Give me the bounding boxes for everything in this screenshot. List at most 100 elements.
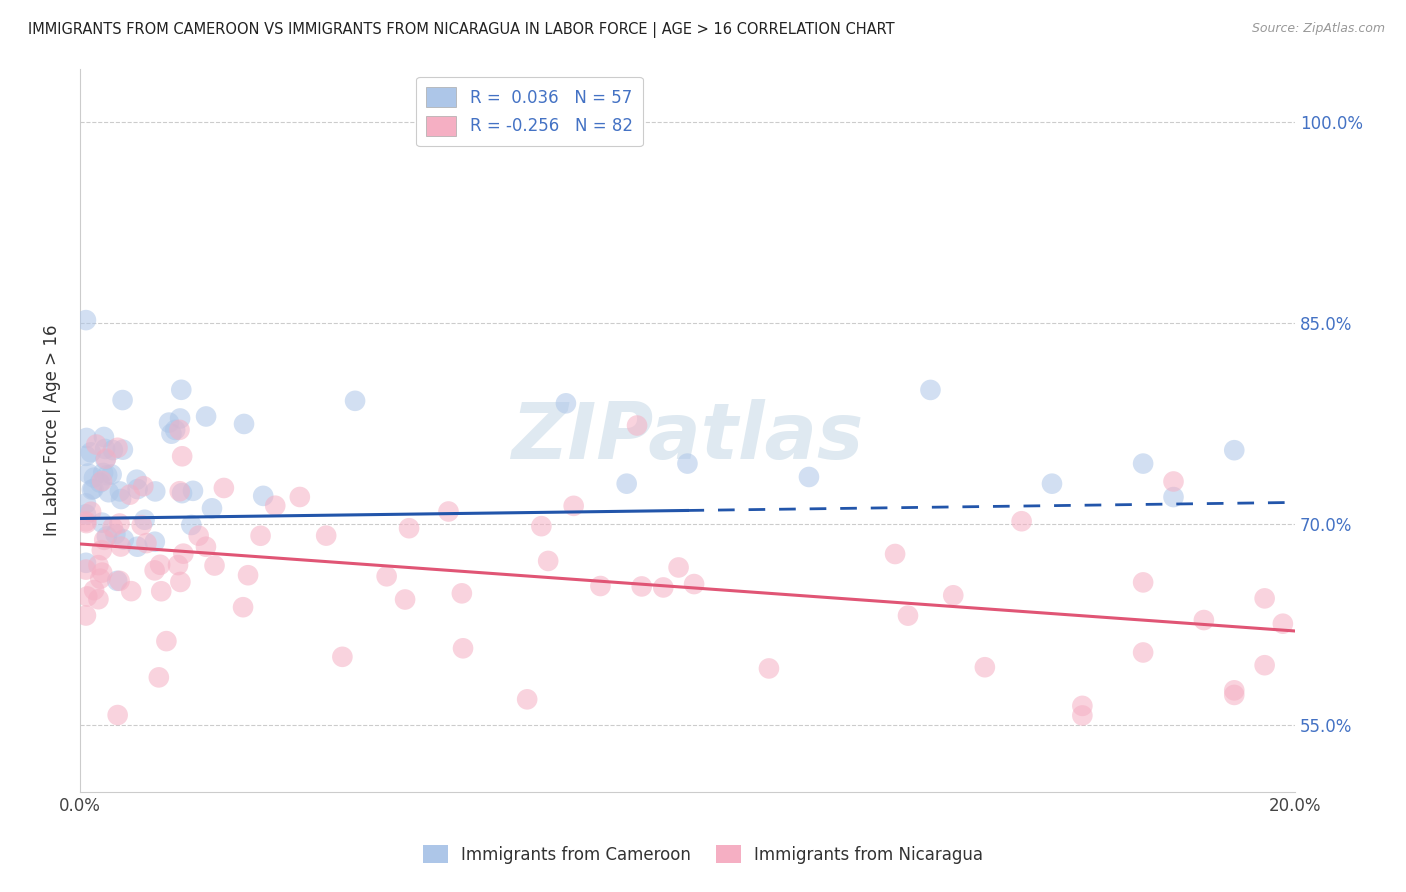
Point (187, 529, 209, 543)
Point (132, 479, 155, 493)
Point (107, 441, 129, 455)
Point (1253, 591, 1275, 606)
Point (105, 574, 128, 588)
Point (108, 484, 131, 499)
Point (236, 568, 259, 582)
Point (797, 470, 820, 484)
Point (75, 496, 97, 510)
Point (626, 418, 648, 433)
Point (157, 416, 180, 430)
Point (143, 484, 166, 499)
Point (181, 483, 204, 498)
Point (94, 451, 117, 466)
Point (897, 608, 920, 623)
Point (101, 520, 124, 534)
Point (93, 533, 115, 547)
Point (150, 584, 173, 599)
Point (90, 543, 112, 558)
Point (450, 586, 472, 600)
Point (112, 533, 135, 547)
Point (89, 572, 111, 586)
Point (394, 592, 416, 607)
Point (131, 518, 153, 533)
Point (172, 547, 194, 561)
Point (94, 452, 117, 467)
Point (108, 516, 131, 531)
Point (652, 581, 675, 595)
Point (80, 505, 103, 519)
Point (169, 411, 191, 425)
Point (1132, 645, 1154, 659)
Point (80, 445, 103, 459)
Point (1071, 708, 1094, 723)
Point (167, 558, 190, 573)
Point (107, 708, 129, 723)
Point (169, 423, 191, 437)
Point (160, 426, 183, 441)
Point (516, 692, 538, 706)
Point (1223, 683, 1246, 698)
Point (97, 485, 120, 500)
Point (76, 590, 98, 604)
Point (315, 528, 337, 542)
Point (172, 450, 194, 464)
Point (195, 409, 218, 424)
Point (232, 600, 254, 615)
Point (120, 584, 142, 599)
Point (135, 536, 157, 550)
Point (942, 588, 965, 602)
Point (1163, 475, 1185, 489)
Point (75, 515, 97, 529)
Point (233, 417, 256, 431)
Point (616, 476, 638, 491)
Point (201, 501, 224, 516)
Point (75, 556, 97, 570)
Point (143, 563, 166, 577)
Point (75, 563, 97, 577)
Point (108, 574, 131, 588)
Point (91, 474, 114, 488)
Y-axis label: In Labor Force | Age > 16: In Labor Force | Age > 16 (44, 325, 60, 536)
Point (332, 649, 354, 664)
Point (758, 661, 780, 675)
Point (973, 660, 995, 674)
Point (96, 468, 118, 483)
Point (1132, 457, 1154, 471)
Point (194, 540, 217, 554)
Point (668, 560, 690, 574)
Point (212, 481, 235, 495)
Point (75, 516, 97, 530)
Point (96, 529, 118, 543)
Point (1163, 490, 1185, 504)
Point (683, 577, 706, 591)
Legend: Immigrants from Cameroon, Immigrants from Nicaragua: Immigrants from Cameroon, Immigrants fro… (416, 838, 990, 871)
Point (89, 475, 111, 490)
Point (1071, 698, 1094, 713)
Point (375, 569, 398, 583)
Point (398, 521, 420, 535)
Point (111, 392, 134, 407)
Point (344, 393, 367, 408)
Point (94, 442, 117, 456)
Point (884, 547, 907, 561)
Point (1132, 575, 1154, 590)
Point (149, 558, 172, 572)
Point (77, 467, 100, 481)
Point (437, 504, 460, 518)
Point (148, 670, 170, 684)
Point (555, 396, 578, 410)
Point (80, 483, 103, 497)
Point (155, 634, 177, 648)
Point (75, 313, 97, 327)
Point (180, 518, 202, 533)
Point (249, 529, 271, 543)
Point (82, 482, 104, 496)
Point (630, 579, 652, 593)
Point (143, 534, 166, 549)
Point (118, 488, 141, 502)
Point (110, 540, 132, 554)
Point (110, 491, 132, 506)
Point (537, 554, 560, 568)
Point (451, 641, 474, 656)
Point (1011, 514, 1033, 528)
